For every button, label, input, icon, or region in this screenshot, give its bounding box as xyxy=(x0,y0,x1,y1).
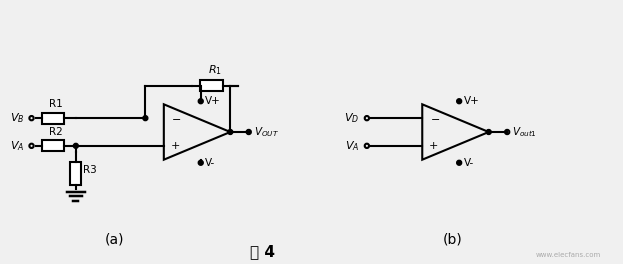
Text: $+$: $+$ xyxy=(170,140,180,151)
Text: R3: R3 xyxy=(83,166,97,176)
Circle shape xyxy=(74,143,78,148)
Text: $V_B$: $V_B$ xyxy=(10,111,24,125)
Text: $V_D$: $V_D$ xyxy=(345,111,359,125)
Circle shape xyxy=(457,160,462,165)
Circle shape xyxy=(198,160,203,165)
Text: V-: V- xyxy=(205,158,216,168)
Text: $V_{OUT}$: $V_{OUT}$ xyxy=(254,125,278,139)
Circle shape xyxy=(486,130,491,134)
Circle shape xyxy=(228,130,233,134)
Text: $V_A$: $V_A$ xyxy=(10,139,24,153)
Text: (b): (b) xyxy=(443,233,463,247)
Text: 图 4: 图 4 xyxy=(250,244,275,260)
Circle shape xyxy=(143,116,148,121)
Text: $R_1$: $R_1$ xyxy=(207,63,222,77)
Bar xyxy=(70,162,82,185)
Text: V+: V+ xyxy=(205,96,221,106)
Bar xyxy=(42,140,64,151)
Circle shape xyxy=(198,99,203,104)
Text: www.elecfans.com: www.elecfans.com xyxy=(535,252,601,258)
Text: $V_{out1}$: $V_{out1}$ xyxy=(512,125,537,139)
Text: $-$: $-$ xyxy=(430,113,440,123)
Text: $V_A$: $V_A$ xyxy=(345,139,359,153)
Text: V-: V- xyxy=(464,158,473,168)
Text: R2: R2 xyxy=(49,127,63,136)
Bar xyxy=(42,113,64,124)
Circle shape xyxy=(457,99,462,104)
Text: $+$: $+$ xyxy=(429,140,439,151)
Text: $-$: $-$ xyxy=(171,113,181,123)
Text: R1: R1 xyxy=(49,99,63,109)
Text: (a): (a) xyxy=(105,233,125,247)
Bar xyxy=(201,80,222,91)
Text: V+: V+ xyxy=(464,96,479,106)
